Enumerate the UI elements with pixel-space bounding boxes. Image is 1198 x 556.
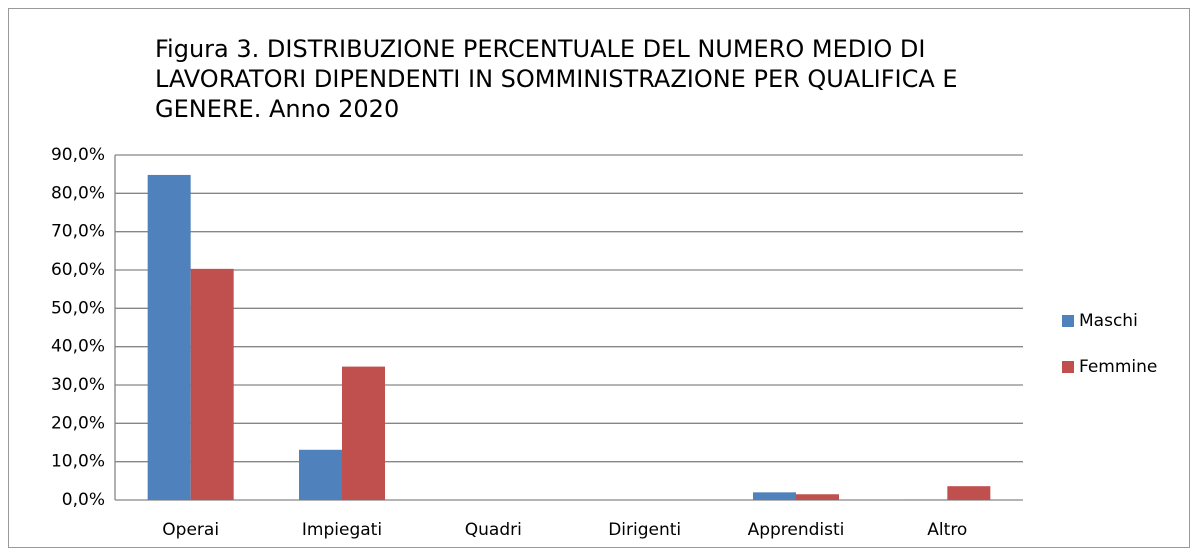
- bar: [796, 494, 839, 500]
- y-tick-label: 70,0%: [51, 222, 105, 242]
- y-tick-label: 40,0%: [51, 337, 105, 357]
- x-tick-label: Operai: [162, 520, 219, 540]
- y-tick-label: 90,0%: [51, 145, 105, 165]
- y-tick-label: 80,0%: [51, 183, 105, 203]
- legend-swatch: [1062, 361, 1074, 373]
- y-tick-label: 20,0%: [51, 413, 105, 433]
- y-tick-label: 50,0%: [51, 298, 105, 318]
- x-tick-label: Altro: [927, 520, 967, 540]
- x-tick-label: Apprendisti: [748, 520, 845, 540]
- y-tick-label: 0,0%: [62, 490, 105, 510]
- bar: [147, 174, 191, 500]
- x-tick-label: Impiegati: [302, 520, 382, 540]
- bar: [753, 492, 796, 500]
- bar: [299, 449, 342, 500]
- bar: [947, 486, 991, 500]
- y-tick-label: 10,0%: [51, 452, 105, 472]
- y-tick-label: 30,0%: [51, 375, 105, 395]
- legend-swatch: [1062, 315, 1074, 327]
- bar: [342, 366, 385, 500]
- y-tick-label: 60,0%: [51, 260, 105, 280]
- legend-label: Maschi: [1079, 311, 1138, 331]
- x-tick-label: Quadri: [465, 520, 522, 540]
- x-tick-label: Dirigenti: [608, 520, 681, 540]
- bar: [190, 268, 234, 500]
- chart-title: Figura 3. DISTRIBUZIONE PERCENTUALE DEL …: [155, 35, 958, 123]
- legend-label: Femmine: [1079, 357, 1157, 377]
